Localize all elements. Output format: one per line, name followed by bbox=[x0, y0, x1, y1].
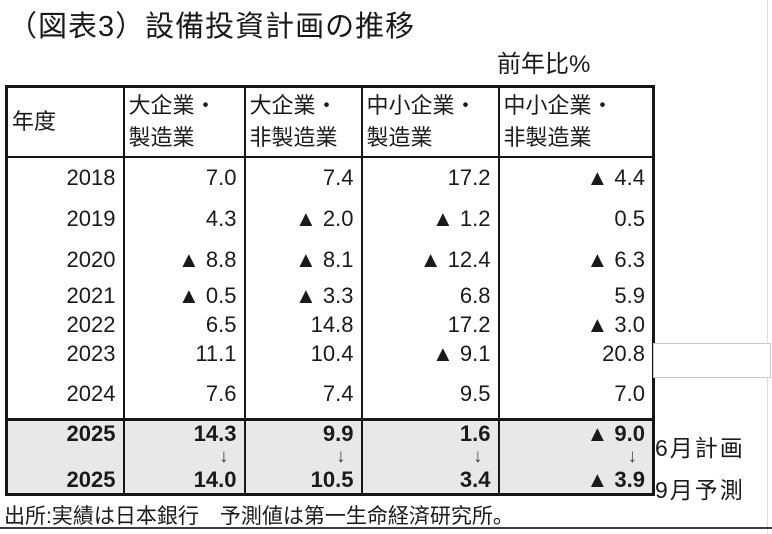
value-cell: 14.3 bbox=[122, 418, 245, 447]
year-column-header: 年度 bbox=[6, 86, 124, 158]
forecast-row: 2025 14.0 10.5 3.4 ▲ 3.9 bbox=[7, 467, 654, 495]
column-header-line2: 製造業 bbox=[128, 124, 195, 150]
value-cell: ▲ 3.9 bbox=[497, 467, 654, 495]
value-cell: 7.4 bbox=[243, 369, 362, 420]
year-cell: 2024 bbox=[66, 380, 116, 406]
header-row: 年度 大企業・ 製造業 大企業・ 非製造業 中小企業・ 製造業 中小企業・ 非製造業 bbox=[6, 86, 654, 158]
column-header-line2: 非製造業 bbox=[503, 124, 592, 150]
year-cell: 2018 bbox=[66, 165, 116, 190]
column-header-line1: 大企業・ bbox=[128, 92, 217, 118]
down-arrow-icon: ↓ bbox=[497, 447, 654, 467]
value-cell: 7.4 bbox=[243, 156, 362, 199]
value-cell: ▲ 3.0 bbox=[497, 310, 654, 339]
source-note: 出所:実績は日本銀行 予測値は第一生命経済研究所。 bbox=[4, 505, 514, 528]
right-edge-gridline bbox=[767, 0, 768, 534]
value-cell: 7.0 bbox=[497, 369, 654, 420]
value-cell: ▲ 12.4 bbox=[360, 238, 499, 281]
plan-row-label: 6月計画 bbox=[655, 435, 745, 461]
value-cell: ▲ 9.1 bbox=[360, 338, 499, 370]
value-cell: 0.5 bbox=[497, 198, 654, 239]
column-header-line1: 中小企業・ bbox=[366, 92, 477, 118]
column-header-line1: 大企業・ bbox=[249, 92, 338, 118]
value-cell: ▲ 9.0 bbox=[497, 418, 654, 447]
value-cell: ▲ 8.1 bbox=[243, 238, 362, 281]
column-header: 大企業・ 製造業 bbox=[122, 86, 245, 158]
value-cell: ▲ 0.5 bbox=[122, 280, 245, 311]
revision-arrow-row: ↓ ↓ ↓ ↓ bbox=[7, 447, 654, 467]
value-cell: 14.8 bbox=[243, 310, 362, 339]
value-cell: 10.4 bbox=[243, 338, 362, 370]
year-cell: 2021 bbox=[66, 282, 116, 308]
value-cell: 6.8 bbox=[360, 280, 499, 311]
value-cell: ▲ 3.3 bbox=[243, 280, 362, 311]
year-cell: 2023 bbox=[66, 341, 116, 366]
plan-row: 2025 14.3 9.9 1.6 ▲ 9.0 bbox=[6, 418, 654, 447]
down-arrow-icon: ↓ bbox=[360, 447, 499, 467]
unit-note: 前年比% bbox=[497, 51, 591, 78]
value-cell: 14.0 bbox=[122, 467, 245, 495]
down-arrow-icon: ↓ bbox=[243, 447, 362, 467]
table-row: 2023 11.1 10.4 ▲ 9.1 20.8 bbox=[7, 338, 654, 370]
value-cell: ▲ 2.0 bbox=[243, 198, 362, 239]
value-cell: ▲ 4.4 bbox=[497, 156, 654, 199]
column-header: 大企業・ 非製造業 bbox=[243, 86, 362, 158]
value-cell: 17.2 bbox=[360, 310, 499, 339]
value-cell: ▲ 1.2 bbox=[360, 198, 499, 239]
table-body: 2018 7.0 7.4 17.2 ▲ 4.4 2019 4.3 ▲ 2.0 ▲ 1.2 0.5 2… bbox=[7, 156, 654, 420]
year-cell: 2025 bbox=[6, 418, 124, 447]
value-cell: 10.5 bbox=[243, 467, 362, 495]
empty-note-box bbox=[653, 343, 771, 378]
column-header: 中小企業・ 製造業 bbox=[360, 86, 499, 158]
figure-title: （図表3）設備投資計画の推移 bbox=[8, 11, 416, 43]
value-cell: ▲ 6.3 bbox=[497, 238, 654, 281]
value-cell: 3.4 bbox=[360, 467, 499, 495]
value-cell: 9.9 bbox=[243, 418, 362, 447]
table-row: 2018 7.0 7.4 17.2 ▲ 4.4 bbox=[7, 156, 654, 199]
column-header-line2: 製造業 bbox=[366, 124, 433, 150]
value-cell: 11.1 bbox=[122, 338, 245, 370]
forecast-row-label: 9月予測 bbox=[655, 477, 745, 503]
year-cell: 2025 bbox=[66, 467, 116, 492]
year-cell: 2022 bbox=[66, 311, 116, 337]
bottom-rule bbox=[0, 527, 772, 529]
value-cell: 6.5 bbox=[122, 310, 245, 339]
investment-table: 年度 大企業・ 製造業 大企業・ 非製造業 中小企業・ 製造業 中小企業・ 非製造業 2018… bbox=[5, 85, 655, 496]
column-header: 中小企業・ 非製造業 bbox=[497, 86, 654, 158]
year-cell: 2019 bbox=[66, 205, 116, 231]
column-header-line1: 中小企業・ bbox=[503, 92, 614, 118]
table-row: 2022 6.5 14.8 17.2 ▲ 3.0 bbox=[7, 310, 654, 339]
table-row: 2020 ▲ 8.8 ▲ 8.1 ▲ 12.4 ▲ 6.3 bbox=[7, 238, 654, 281]
table-row: 2021 ▲ 0.5 ▲ 3.3 6.8 5.9 bbox=[7, 280, 654, 311]
year-cell-empty bbox=[7, 447, 124, 467]
down-arrow-icon: ↓ bbox=[122, 447, 245, 467]
column-header-line2: 非製造業 bbox=[249, 124, 338, 150]
value-cell: 4.3 bbox=[122, 198, 245, 239]
value-cell: 1.6 bbox=[360, 418, 499, 447]
value-cell: 9.5 bbox=[360, 369, 499, 420]
plan-forecast-section: 2025 14.3 9.9 1.6 ▲ 9.0 ↓ ↓ ↓ ↓ 2025 14.0 10.5 3.4 ▲ … bbox=[6, 418, 654, 495]
table-row: 2024 7.6 7.4 9.5 7.0 bbox=[7, 369, 654, 420]
value-cell: 5.9 bbox=[497, 280, 654, 311]
year-cell: 2020 bbox=[66, 246, 116, 272]
value-cell: 17.2 bbox=[360, 156, 499, 199]
table-header: 年度 大企業・ 製造業 大企業・ 非製造業 中小企業・ 製造業 中小企業・ 非製造業 bbox=[6, 86, 654, 158]
value-cell: 7.6 bbox=[122, 369, 245, 420]
value-cell: 7.0 bbox=[122, 156, 245, 199]
value-cell: ▲ 8.8 bbox=[122, 238, 245, 281]
value-cell: 20.8 bbox=[497, 338, 654, 370]
table-row: 2019 4.3 ▲ 2.0 ▲ 1.2 0.5 bbox=[7, 198, 654, 239]
